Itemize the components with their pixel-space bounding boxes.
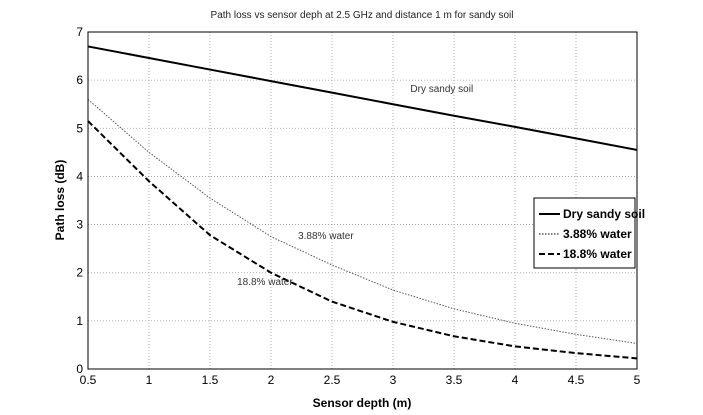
legend: Dry sandy soil 3.88% water 18.8% water xyxy=(533,197,645,269)
y-tick-label: 7 xyxy=(76,25,83,39)
x-tick-label: 4.5 xyxy=(568,373,585,387)
x-tick-label: 5 xyxy=(634,373,641,387)
x-tick-label: 0.5 xyxy=(80,373,97,387)
y-tick-label: 2 xyxy=(76,266,83,280)
series-line-1 xyxy=(87,99,638,344)
y-tick-label: 0 xyxy=(76,362,83,376)
y-tick-label: 3 xyxy=(76,218,83,232)
x-tick-label: 3.5 xyxy=(446,373,463,387)
y-axis-label: Path loss (dB) xyxy=(53,160,67,241)
x-tick-label: 1.5 xyxy=(202,373,219,387)
x-tick-label: 2 xyxy=(268,373,275,387)
legend-label: 3.88% water xyxy=(563,227,632,241)
annotation: 3.88% water xyxy=(298,231,354,242)
chart-title: Path loss vs sensor deph at 2.5 GHz and … xyxy=(211,10,514,21)
y-tick-label: 4 xyxy=(76,169,83,183)
annotation: 18.8% water xyxy=(237,277,293,288)
y-tick-label: 1 xyxy=(76,314,83,328)
y-tick-label: 5 xyxy=(76,121,83,135)
annotation: Dry sandy soil xyxy=(410,84,473,95)
y-tick-label: 6 xyxy=(76,73,83,87)
series-line-2 xyxy=(87,120,638,360)
legend-label: Dry sandy soil xyxy=(563,207,645,221)
x-tick-label: 1 xyxy=(146,373,153,387)
x-axis-label: Sensor depth (m) xyxy=(313,396,412,410)
x-tick-label: 4 xyxy=(512,373,519,387)
x-tick-label: 3 xyxy=(390,373,397,387)
x-tick-label: 2.5 xyxy=(324,373,341,387)
legend-label: 18.8% water xyxy=(563,247,632,261)
plot-frame xyxy=(87,31,638,370)
series-line-0 xyxy=(87,45,638,151)
legend-box xyxy=(533,197,636,269)
